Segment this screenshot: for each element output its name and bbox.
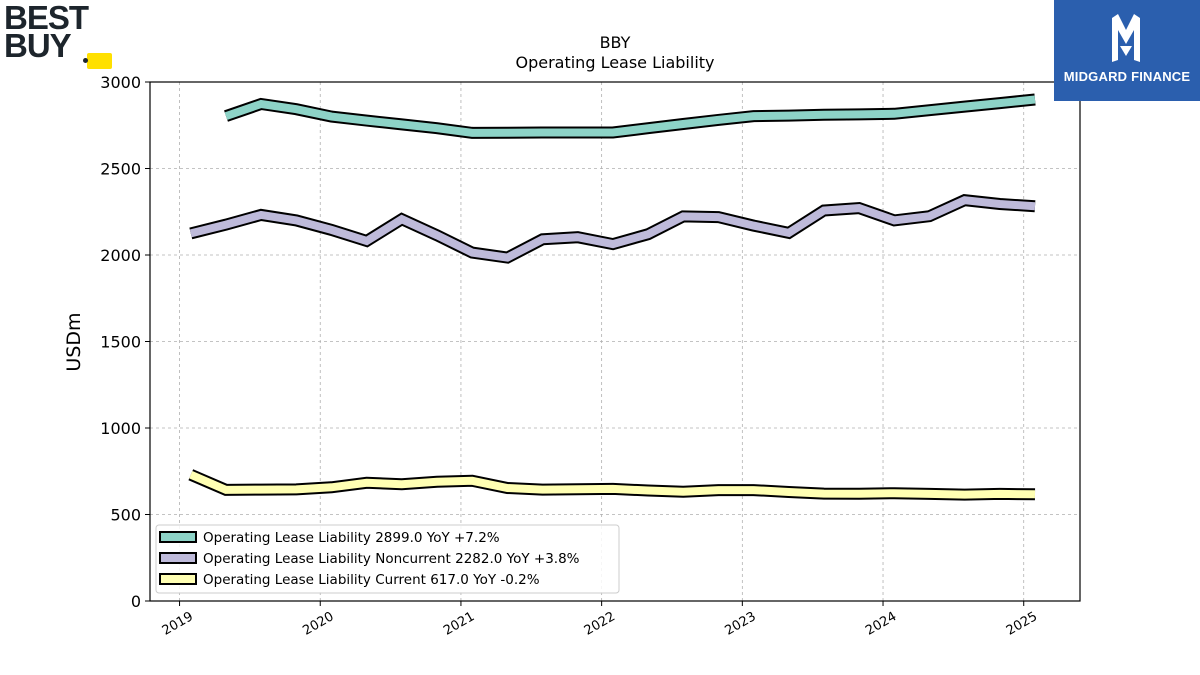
y-tick-label: 1000	[100, 419, 141, 438]
y-tick-label: 0	[131, 592, 141, 611]
midgard-finance-logo: MIDGARD FINANCE	[1054, 0, 1200, 101]
chart-subtitle: Operating Lease Liability	[515, 53, 714, 72]
legend: Operating Lease Liability 2899.0 YoY +7.…	[155, 524, 620, 594]
price-tag-icon	[83, 53, 112, 69]
series-line	[189, 471, 1036, 499]
legend-swatch	[159, 573, 197, 585]
x-tick-label: 2024	[863, 609, 899, 639]
legend-box	[155, 524, 620, 594]
chart-title: BBY	[600, 33, 631, 52]
publisher-name: MIDGARD FINANCE	[1063, 69, 1191, 84]
y-axis: 0 500 1000 1500 2000 2500 3000	[100, 73, 150, 611]
logo-word-best: BEST	[4, 0, 89, 36]
series-0	[224, 93, 1036, 139]
x-tick-label: 2025	[1004, 609, 1040, 639]
legend-label: Operating Lease Liability Noncurrent 228…	[203, 551, 580, 567]
legend-label: Operating Lease Liability 2899.0 YoY +7.…	[203, 530, 500, 546]
legend-swatch	[159, 531, 197, 543]
y-axis-label: USDm	[63, 312, 85, 371]
series-layer	[188, 93, 1036, 501]
y-tick-label: 500	[110, 506, 141, 525]
series-2	[188, 469, 1036, 501]
y-tick-label: 2500	[100, 160, 141, 179]
grid-lines	[150, 82, 1080, 601]
x-tick-label: 2021	[441, 609, 477, 639]
logo-word-buy: BUY	[4, 27, 72, 64]
x-tick-label: 2023	[722, 609, 758, 639]
legend-swatch	[159, 552, 197, 564]
x-tick-label: 2022	[582, 609, 618, 639]
series-line	[189, 196, 1036, 262]
y-tick-label: 3000	[100, 73, 141, 92]
x-tick-label: 2020	[300, 609, 336, 639]
series-1	[189, 194, 1036, 264]
x-tick-label: 2019	[160, 609, 196, 639]
y-tick-label: 1500	[100, 333, 141, 352]
best-buy-logo: BEST BUY	[4, 0, 114, 69]
y-tick-label: 2000	[100, 246, 141, 265]
midgard-emblem-icon	[1112, 14, 1140, 62]
x-axis: 2019 2020 2021 2022 2023 2024 2025	[160, 601, 1040, 639]
series-line	[224, 95, 1036, 137]
legend-label: Operating Lease Liability Current 617.0 …	[203, 572, 540, 588]
